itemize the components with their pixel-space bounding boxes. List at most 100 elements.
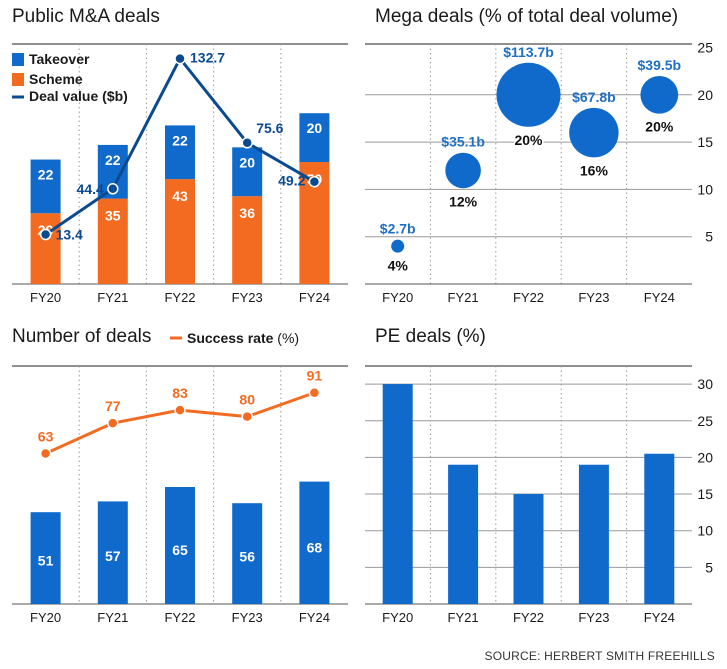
y-tick-label: 10 xyxy=(697,181,713,197)
legend-swatch xyxy=(12,53,24,66)
y-tick-label: 5 xyxy=(705,559,713,575)
x-tick-label: FY22 xyxy=(164,290,195,305)
bar-takeover xyxy=(165,125,195,180)
legend-swatch xyxy=(12,73,24,86)
bar-label-takeover: 22 xyxy=(172,132,188,148)
bar xyxy=(232,503,263,604)
bubble-percent-label: 20% xyxy=(514,132,543,148)
legend-label: Success rate (%) xyxy=(187,330,299,346)
bar xyxy=(382,384,413,604)
bar-label-takeover: 22 xyxy=(38,167,54,183)
bar-takeover xyxy=(299,113,330,162)
x-tick-label: FY23 xyxy=(578,290,609,305)
x-tick-label: FY21 xyxy=(97,290,128,305)
legend-label: Scheme xyxy=(29,71,83,87)
x-tick-label: FY22 xyxy=(513,290,544,305)
x-tick-label: FY21 xyxy=(448,290,479,305)
bar xyxy=(448,464,479,604)
bar xyxy=(165,487,195,604)
x-tick-label: FY20 xyxy=(382,610,413,625)
x-tick-label: FY23 xyxy=(232,610,263,625)
public-ma-deals-panel: Public M&A deals 2922FY203522FY214322FY2… xyxy=(0,0,360,320)
bubble-value-label: $113.7b xyxy=(503,44,554,60)
pe-deals-chart: 5 10 15 20 25 30 FY20 FY21 FY22 FY23 FY24 xyxy=(365,365,713,625)
legend-label: Deal value ($b) xyxy=(29,88,128,104)
bar-label: 65 xyxy=(172,542,188,558)
success-rate-label: 91 xyxy=(307,368,323,384)
bar-label-takeover: 20 xyxy=(307,120,323,136)
pe-deals-panel: PE deals (%) 5 10 15 20 25 30 FY20 FY21 FY22 FY23… xyxy=(363,320,727,640)
deal-value-point xyxy=(39,228,52,241)
y-tick-label: 25 xyxy=(697,40,713,56)
bubble-value-label: $67.8b xyxy=(572,89,616,105)
x-tick-label: FY24 xyxy=(299,290,330,305)
bar-scheme xyxy=(97,198,128,284)
deal-value-label: 132.7 xyxy=(190,50,225,66)
x-tick-label: FY24 xyxy=(299,610,330,625)
mega-deals-panel: Mega deals (% of total deal volume) 5 10 1… xyxy=(363,0,727,320)
x-tick-label: FY22 xyxy=(164,610,195,625)
bar-takeover xyxy=(232,147,263,197)
x-tick-label: FY21 xyxy=(448,610,479,625)
chart-title: PE deals (%) xyxy=(375,326,486,347)
bubble xyxy=(391,239,405,253)
y-tick-label: 15 xyxy=(697,486,713,502)
bubble-percent-label: 16% xyxy=(580,162,609,178)
success-rate-line xyxy=(44,391,315,455)
bubble xyxy=(445,152,481,189)
bubble xyxy=(569,107,619,158)
deal-value-label: 49.2 xyxy=(278,173,305,189)
y-tick-label: 25 xyxy=(697,413,713,429)
bar-label-takeover: 22 xyxy=(105,152,121,168)
legend-unit: (%) xyxy=(273,330,299,346)
source-note: SOURCE: HERBERT SMITH FREEHILLS xyxy=(484,649,715,663)
deal-value-label: 44.4 xyxy=(77,181,104,197)
chart-title: Mega deals (% of total deal volume) xyxy=(375,6,679,27)
deal-value-point xyxy=(174,52,186,65)
bar-scheme xyxy=(30,213,61,284)
bar xyxy=(30,512,61,604)
number-of-deals-chart: 51 FY20 57 FY21 65 FY22 56 FY23 68 FY24 63 77 83 80 91… xyxy=(12,330,348,625)
success-rate-point xyxy=(39,447,52,460)
y-tick-label: 20 xyxy=(697,449,713,465)
bar-label: 51 xyxy=(38,552,54,568)
bar-scheme xyxy=(165,179,195,284)
public-ma-deals-chart: 2922FY203522FY214322FY223620FY235020FY24… xyxy=(12,43,348,305)
x-tick-label: FY23 xyxy=(578,610,609,625)
bar xyxy=(644,453,675,604)
success-rate-label: 63 xyxy=(38,429,54,445)
bubble-percent-label: 12% xyxy=(449,193,478,209)
bubble-percent-label: 4% xyxy=(388,258,409,274)
success-rate-point xyxy=(174,404,186,416)
bubble xyxy=(640,75,679,114)
bar xyxy=(513,494,544,604)
bar-label: 56 xyxy=(239,549,255,565)
bar-label: 57 xyxy=(105,548,121,564)
success-rate-label: 80 xyxy=(239,392,255,408)
x-tick-label: FY23 xyxy=(232,290,263,305)
number-of-deals-panel: Number of deals 51 FY20 57 FY21 65 FY22 56 FY23… xyxy=(0,320,360,640)
bubble-percent-label: 20% xyxy=(645,119,674,135)
bar xyxy=(97,501,128,604)
x-tick-label: FY22 xyxy=(513,610,544,625)
deal-value-point xyxy=(107,183,119,195)
y-tick-label: 10 xyxy=(697,523,713,539)
bar xyxy=(299,481,330,604)
bubble-value-label: $39.5b xyxy=(638,57,682,73)
y-tick-label: 15 xyxy=(697,134,713,150)
success-rate-label: 77 xyxy=(105,398,121,414)
success-rate-point xyxy=(241,410,253,423)
bar-label-scheme: 43 xyxy=(172,188,188,204)
bubble-value-label: $2.7b xyxy=(380,221,416,237)
x-tick-label: FY20 xyxy=(30,290,61,305)
y-tick-label: 20 xyxy=(697,87,713,103)
legend-label: Takeover xyxy=(29,51,90,67)
y-tick-label: 5 xyxy=(705,229,713,245)
x-tick-label: FY20 xyxy=(30,610,61,625)
y-tick-label: 30 xyxy=(697,376,713,392)
bar-scheme xyxy=(232,196,263,284)
x-tick-label: FY24 xyxy=(644,610,675,625)
x-tick-label: FY20 xyxy=(382,290,413,305)
bubble-value-label: $35.1b xyxy=(441,134,485,150)
success-rate-label: 83 xyxy=(172,385,188,401)
